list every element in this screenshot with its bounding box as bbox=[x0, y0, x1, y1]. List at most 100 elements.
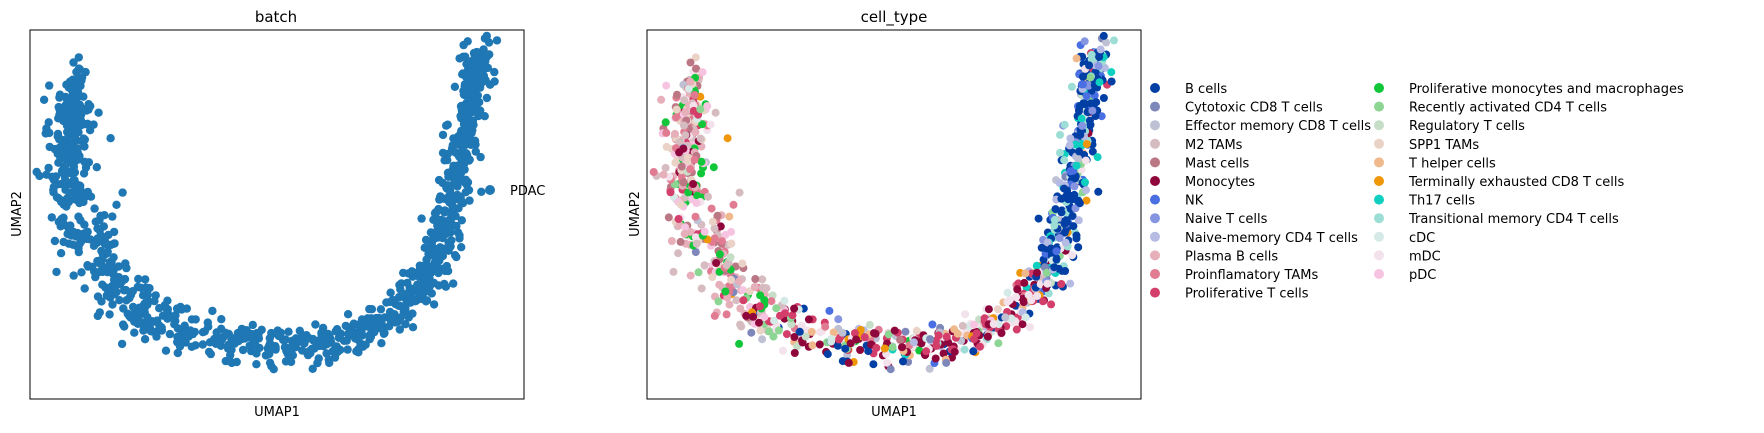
data-point bbox=[1086, 73, 1095, 82]
data-point bbox=[807, 327, 816, 336]
data-point bbox=[413, 281, 422, 291]
data-point bbox=[815, 340, 824, 349]
data-point bbox=[1020, 278, 1029, 287]
data-point bbox=[454, 204, 463, 213]
data-point bbox=[298, 346, 307, 355]
legend-marker bbox=[1150, 83, 1160, 93]
data-point bbox=[710, 234, 719, 243]
data-point bbox=[424, 283, 434, 293]
data-point bbox=[425, 277, 434, 286]
data-point bbox=[788, 311, 797, 320]
legend-label: Proliferative monocytes and macrophages bbox=[1409, 82, 1684, 97]
data-point bbox=[457, 104, 466, 114]
data-point bbox=[172, 304, 182, 313]
data-point bbox=[102, 240, 111, 249]
data-point bbox=[710, 311, 719, 320]
data-point bbox=[797, 321, 806, 330]
data-point bbox=[438, 130, 448, 140]
data-point bbox=[950, 325, 959, 334]
data-point bbox=[700, 261, 709, 270]
data-point bbox=[45, 128, 54, 138]
data-point bbox=[380, 328, 389, 338]
data-point bbox=[104, 267, 113, 276]
data-point bbox=[787, 320, 796, 329]
data-point bbox=[330, 345, 339, 354]
data-point bbox=[325, 358, 334, 368]
data-point bbox=[1021, 269, 1030, 278]
data-point bbox=[445, 208, 455, 217]
data-point bbox=[712, 259, 721, 267]
data-point bbox=[742, 311, 751, 320]
data-point bbox=[418, 291, 427, 300]
data-point bbox=[1056, 130, 1064, 139]
data-point bbox=[461, 52, 470, 61]
data-point bbox=[1012, 293, 1021, 302]
data-point bbox=[128, 302, 138, 312]
legend-marker bbox=[1374, 269, 1384, 279]
data-point bbox=[448, 141, 457, 150]
data-point bbox=[673, 90, 681, 99]
legend-marker bbox=[1374, 176, 1384, 186]
data-point bbox=[692, 199, 701, 207]
data-point bbox=[1081, 156, 1090, 165]
data-point bbox=[718, 237, 726, 246]
data-point bbox=[755, 302, 764, 311]
data-point bbox=[898, 343, 907, 352]
data-point bbox=[689, 106, 698, 115]
data-point bbox=[769, 332, 778, 341]
ylabel-batch: UMAP2 bbox=[10, 191, 25, 237]
data-point bbox=[886, 365, 895, 374]
data-point bbox=[79, 134, 88, 143]
data-point bbox=[143, 283, 153, 293]
data-point bbox=[69, 58, 78, 67]
data-point bbox=[161, 346, 171, 355]
data-point bbox=[139, 326, 148, 335]
panel-title-batch: batch bbox=[255, 8, 297, 26]
data-point bbox=[79, 197, 88, 207]
data-point bbox=[727, 275, 736, 284]
data-point bbox=[450, 176, 459, 185]
data-point bbox=[169, 313, 179, 323]
data-point bbox=[1099, 94, 1108, 102]
data-point bbox=[1093, 153, 1102, 162]
data-point bbox=[1033, 292, 1042, 300]
legend-cell-type: B cells Cytotoxic CD8 T cells Effector mem… bbox=[1150, 82, 1684, 302]
data-point bbox=[450, 82, 460, 92]
data-point bbox=[343, 310, 353, 319]
data-point bbox=[1034, 214, 1043, 223]
data-point bbox=[462, 73, 471, 82]
legend-marker bbox=[1150, 101, 1160, 112]
data-point bbox=[470, 136, 480, 145]
data-point bbox=[1062, 217, 1071, 226]
data-point bbox=[216, 341, 226, 350]
data-point bbox=[664, 213, 673, 222]
data-point bbox=[117, 277, 127, 286]
xlabel-cell-type: UMAP1 bbox=[871, 405, 917, 420]
data-point bbox=[1077, 114, 1086, 123]
data-point bbox=[681, 223, 690, 232]
data-point bbox=[790, 349, 799, 357]
data-point bbox=[686, 271, 695, 280]
data-point bbox=[249, 335, 258, 344]
data-point bbox=[415, 261, 424, 270]
data-point bbox=[679, 144, 688, 153]
data-point bbox=[696, 105, 705, 114]
data-point bbox=[1061, 238, 1070, 247]
data-point bbox=[1057, 208, 1066, 217]
data-point bbox=[1050, 263, 1059, 272]
data-point bbox=[92, 238, 102, 247]
data-point bbox=[58, 138, 67, 147]
data-point bbox=[92, 163, 102, 172]
data-point bbox=[976, 342, 984, 351]
data-point bbox=[1047, 300, 1056, 309]
data-point bbox=[434, 175, 444, 185]
data-point bbox=[1042, 268, 1051, 277]
data-point bbox=[649, 168, 658, 176]
data-point bbox=[926, 335, 935, 344]
data-point bbox=[152, 316, 162, 325]
legend-label: Proinflamatory TAMs bbox=[1185, 268, 1319, 283]
data-point bbox=[54, 194, 63, 203]
data-point bbox=[60, 175, 70, 185]
data-point bbox=[680, 121, 688, 130]
data-point bbox=[1075, 147, 1084, 156]
